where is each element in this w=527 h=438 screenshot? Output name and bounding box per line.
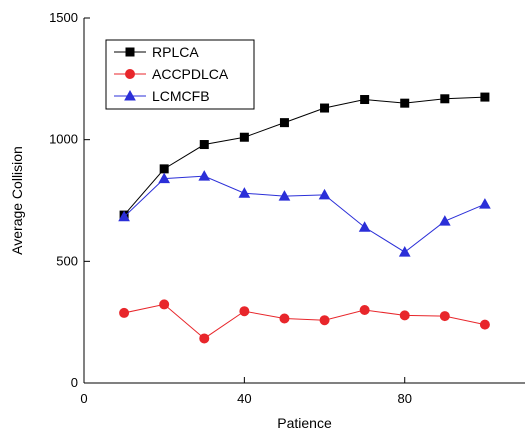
data-point: [279, 118, 289, 128]
data-point: [159, 299, 170, 310]
legend-label: ACCPDLCA: [152, 66, 229, 82]
data-point: [278, 190, 291, 201]
series-line: [123, 175, 486, 253]
data-point: [198, 170, 211, 181]
data-point: [119, 307, 130, 318]
data-point: [399, 310, 410, 321]
y-axis-ticks: 0 500 1000 1500: [49, 10, 90, 390]
legend-label: RPLCA: [152, 44, 199, 60]
legend-marker: [125, 69, 135, 79]
data-point: [238, 187, 251, 198]
legend-marker: [125, 47, 135, 57]
y-tick-label: 1500: [49, 10, 78, 25]
series-layer: [118, 92, 491, 344]
data-point: [359, 305, 370, 315]
y-tick-label: 0: [71, 375, 78, 390]
data-point: [438, 215, 451, 226]
data-point: [479, 319, 490, 330]
x-tick-label: 40: [237, 391, 251, 406]
x-axis-label: Patience: [277, 415, 332, 431]
data-point: [199, 140, 209, 150]
data-point: [279, 313, 290, 324]
data-point: [320, 103, 330, 113]
series-line: [123, 96, 485, 216]
series-accpdlca: [119, 299, 490, 344]
data-point: [158, 172, 171, 184]
y-tick-label: 500: [56, 253, 78, 268]
plot-area: 0 40 80 0 500 1000 1500: [49, 10, 525, 406]
legend-label: LCMCFB: [152, 88, 210, 104]
data-point: [159, 164, 169, 174]
data-point: [440, 94, 450, 104]
legend-item: ACCPDLCA: [114, 66, 229, 82]
x-axis-ticks: 0 40 80: [80, 377, 412, 406]
data-point: [319, 315, 330, 326]
data-point: [400, 98, 410, 108]
data-point: [199, 333, 210, 344]
series-rplca: [119, 92, 490, 220]
data-point: [360, 95, 370, 105]
legend: RPLCA ACCPDLCA LCMCFB: [105, 39, 255, 110]
data-point: [239, 306, 250, 317]
data-point: [439, 311, 450, 322]
y-axis-label: Average Collision: [9, 146, 25, 255]
data-point: [318, 188, 331, 200]
data-point: [398, 246, 411, 257]
data-point: [479, 198, 491, 209]
series-lcmcfb: [118, 170, 491, 257]
y-tick-label: 1000: [49, 132, 78, 147]
legend-item: LCMCFB: [114, 88, 210, 104]
legend-item: RPLCA: [114, 44, 199, 60]
data-point: [118, 210, 130, 222]
series-line: [123, 303, 486, 340]
data-point: [480, 92, 490, 102]
x-tick-label: 80: [397, 391, 411, 406]
data-point: [239, 132, 249, 142]
data-point: [358, 221, 371, 232]
x-tick-label: 0: [80, 391, 87, 406]
legend-marker: [124, 89, 136, 101]
